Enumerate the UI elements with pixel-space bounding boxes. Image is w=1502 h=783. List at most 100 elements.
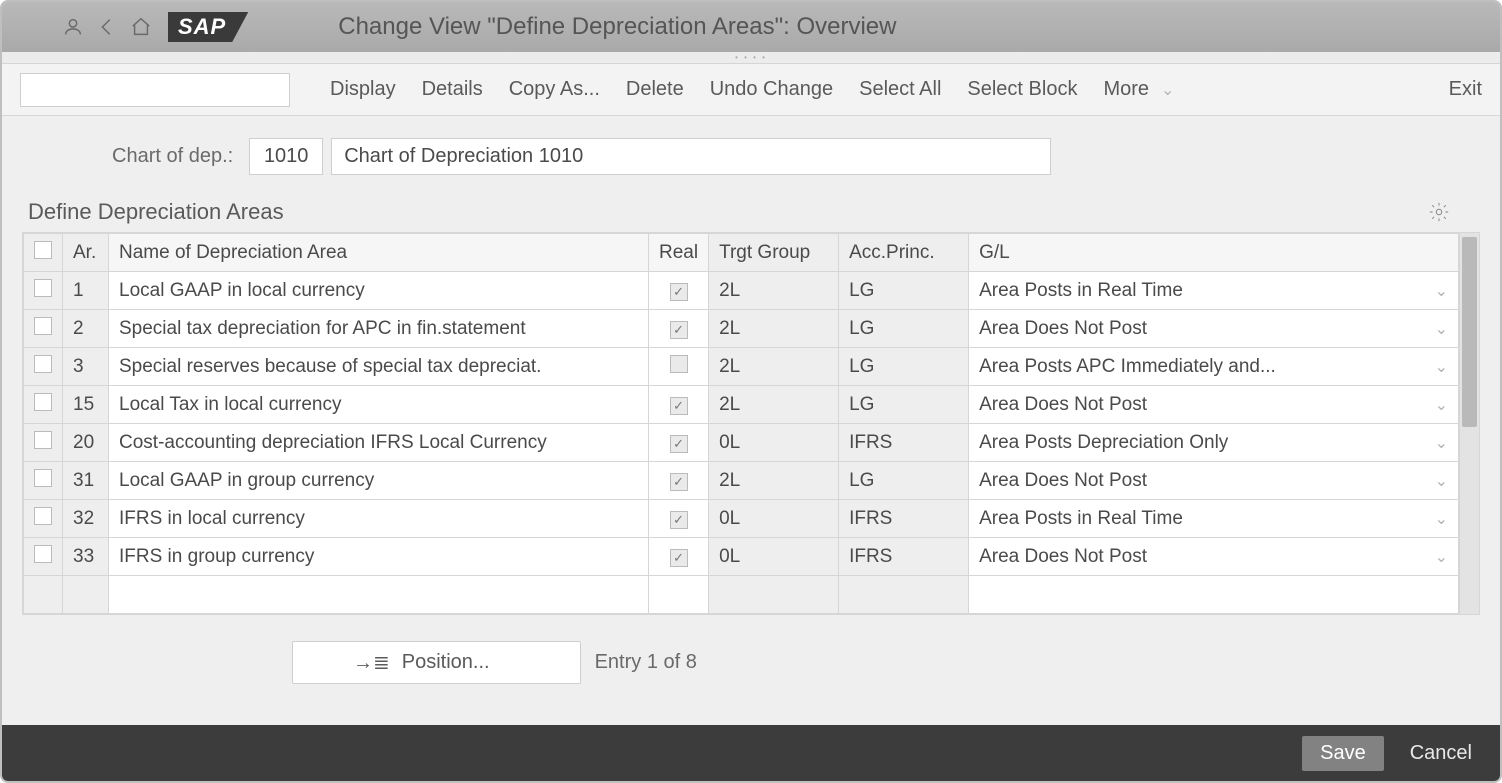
cell-acc[interactable]: LG: [839, 348, 969, 386]
cell-gl[interactable]: Area Does Not Post: [979, 318, 1147, 340]
table-row[interactable]: 33IFRS in group currency✓0LIFRSArea Does…: [24, 538, 1459, 576]
col-header-ar[interactable]: Ar.: [63, 234, 109, 272]
command-input[interactable]: [20, 73, 290, 107]
table-row[interactable]: 3Special reserves because of special tax…: [24, 348, 1459, 386]
cell-acc[interactable]: LG: [839, 462, 969, 500]
cell-gl[interactable]: Area Does Not Post: [979, 394, 1147, 416]
col-header-trgt[interactable]: Trgt Group: [709, 234, 839, 272]
cell-name[interactable]: Special tax depreciation for APC in fin.…: [109, 310, 649, 348]
row-checkbox[interactable]: [34, 469, 52, 487]
cell-trgt[interactable]: 0L: [709, 538, 839, 576]
toolbar: Display Details Copy As... Delete Undo C…: [2, 64, 1500, 116]
chevron-down-icon[interactable]: ⌄: [1427, 433, 1448, 453]
chevron-down-icon[interactable]: ⌄: [1427, 547, 1448, 567]
cell-acc[interactable]: LG: [839, 310, 969, 348]
user-icon[interactable]: [56, 10, 90, 44]
cell-gl[interactable]: Area Posts Depreciation Only: [979, 432, 1228, 454]
real-checkbox[interactable]: ✓: [670, 473, 688, 491]
drag-handle-icon[interactable]: • • • •: [2, 52, 1500, 64]
row-checkbox[interactable]: [34, 355, 52, 373]
scrollbar-thumb[interactable]: [1462, 237, 1477, 427]
vertical-scrollbar[interactable]: [1459, 233, 1479, 614]
chevron-down-icon[interactable]: ⌄: [1427, 357, 1448, 377]
display-button[interactable]: Display: [330, 78, 396, 101]
col-header-acc[interactable]: Acc.Princ.: [839, 234, 969, 272]
row-checkbox[interactable]: [34, 507, 52, 525]
cancel-button[interactable]: Cancel: [1410, 742, 1472, 765]
table-row[interactable]: 31Local GAAP in group currency✓2LLGArea …: [24, 462, 1459, 500]
cell-name[interactable]: Local GAAP in group currency: [109, 462, 649, 500]
save-button[interactable]: Save: [1302, 736, 1384, 771]
cell-trgt[interactable]: 2L: [709, 348, 839, 386]
cell-name[interactable]: Local GAAP in local currency: [109, 272, 649, 310]
chevron-down-icon[interactable]: ⌄: [1427, 509, 1448, 529]
row-checkbox[interactable]: [34, 393, 52, 411]
cell-trgt[interactable]: 2L: [709, 386, 839, 424]
cell-name[interactable]: IFRS in group currency: [109, 538, 649, 576]
chart-of-dep-label: Chart of dep.:: [112, 145, 233, 168]
cell-gl[interactable]: Area Posts APC Immediately and...: [979, 356, 1276, 378]
cell-gl[interactable]: Area Does Not Post: [979, 546, 1147, 568]
home-icon[interactable]: [124, 10, 158, 44]
titlebar-nav: SAP: [56, 10, 248, 44]
cell-trgt[interactable]: 2L: [709, 310, 839, 348]
row-checkbox[interactable]: [34, 545, 52, 563]
cell-gl[interactable]: Area Posts in Real Time: [979, 280, 1183, 302]
delete-button[interactable]: Delete: [626, 78, 684, 101]
real-checkbox[interactable]: ✓: [670, 549, 688, 567]
select-all-checkbox[interactable]: [34, 241, 52, 259]
real-checkbox[interactable]: ✓: [670, 511, 688, 529]
real-checkbox[interactable]: ✓: [670, 321, 688, 339]
undo-change-button[interactable]: Undo Change: [710, 78, 833, 101]
row-checkbox[interactable]: [34, 431, 52, 449]
row-checkbox[interactable]: [34, 317, 52, 335]
cell-trgt[interactable]: 0L: [709, 424, 839, 462]
more-menu[interactable]: More ⌄: [1103, 78, 1174, 101]
real-checkbox[interactable]: ✓: [670, 397, 688, 415]
cell-gl[interactable]: Area Does Not Post: [979, 470, 1147, 492]
table-row[interactable]: 2Special tax depreciation for APC in fin…: [24, 310, 1459, 348]
cell-gl[interactable]: Area Posts in Real Time: [979, 508, 1183, 530]
row-checkbox[interactable]: [34, 279, 52, 297]
cell-name[interactable]: Local Tax in local currency: [109, 386, 649, 424]
cell-acc[interactable]: LG: [839, 386, 969, 424]
real-checkbox[interactable]: ✓: [670, 435, 688, 453]
cell-ar: 32: [63, 500, 109, 538]
cell-name[interactable]: Special reserves because of special tax …: [109, 348, 649, 386]
select-block-button[interactable]: Select Block: [967, 78, 1077, 101]
select-all-button[interactable]: Select All: [859, 78, 941, 101]
back-icon[interactable]: [90, 10, 124, 44]
table-row[interactable]: 1Local GAAP in local currency✓2LLGArea P…: [24, 272, 1459, 310]
copy-as-button[interactable]: Copy As...: [509, 78, 600, 101]
cell-trgt[interactable]: 2L: [709, 462, 839, 500]
col-header-name[interactable]: Name of Depreciation Area: [109, 234, 649, 272]
cell-name[interactable]: IFRS in local currency: [109, 500, 649, 538]
cell-acc[interactable]: IFRS: [839, 538, 969, 576]
real-checkbox[interactable]: [670, 355, 688, 373]
cell-acc[interactable]: IFRS: [839, 424, 969, 462]
table-row[interactable]: 15Local Tax in local currency✓2LLGArea D…: [24, 386, 1459, 424]
entry-counter: Entry 1 of 8: [595, 651, 697, 674]
cell-trgt[interactable]: 2L: [709, 272, 839, 310]
chevron-down-icon[interactable]: ⌄: [1427, 395, 1448, 415]
details-button[interactable]: Details: [422, 78, 483, 101]
depreciation-table: Ar. Name of Depreciation Area Real Trgt …: [22, 232, 1480, 615]
cell-name[interactable]: Cost-accounting depreciation IFRS Local …: [109, 424, 649, 462]
cell-acc[interactable]: LG: [839, 272, 969, 310]
cell-acc[interactable]: IFRS: [839, 500, 969, 538]
table-row[interactable]: 32IFRS in local currency ✓ 0LIFRS Area Post…: [24, 500, 1459, 538]
col-header-gl[interactable]: G/L: [969, 234, 1459, 272]
chart-desc-field[interactable]: Chart of Depreciation 1010: [331, 138, 1051, 175]
chevron-down-icon[interactable]: ⌄: [1427, 319, 1448, 339]
page-title: Change View "Define Depreciation Areas":…: [248, 13, 1486, 41]
col-header-real[interactable]: Real: [649, 234, 709, 272]
chevron-down-icon[interactable]: ⌄: [1427, 471, 1448, 491]
chevron-down-icon[interactable]: ⌄: [1427, 281, 1448, 301]
exit-button[interactable]: Exit: [1449, 78, 1482, 101]
real-checkbox[interactable]: ✓: [670, 283, 688, 301]
chart-code-field[interactable]: 1010: [249, 138, 323, 175]
table-row[interactable]: 20Cost-accounting depreciation IFRS Loca…: [24, 424, 1459, 462]
position-button[interactable]: →≣ Position...: [292, 641, 581, 684]
cell-trgt[interactable]: 0L: [709, 500, 839, 538]
gear-icon[interactable]: [1428, 201, 1450, 228]
